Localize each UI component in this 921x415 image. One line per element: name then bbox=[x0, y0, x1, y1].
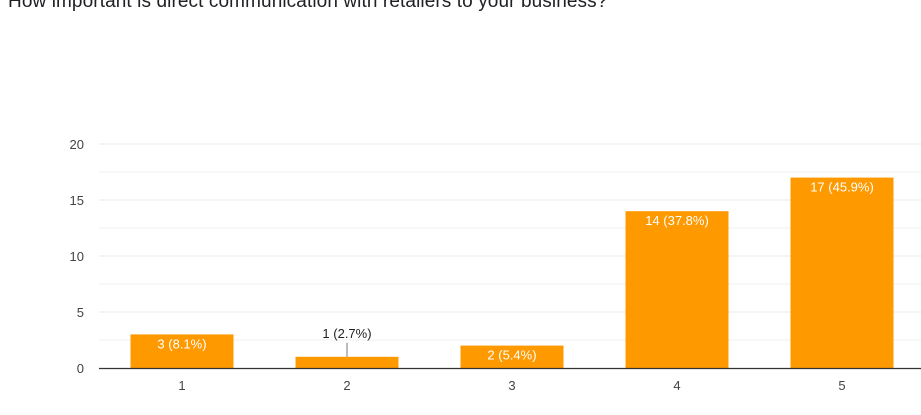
data-label: 17 (45.9%) bbox=[810, 180, 874, 195]
x-tick-label: 5 bbox=[838, 378, 845, 393]
y-tick-label: 20 bbox=[70, 137, 84, 152]
x-axis-ticks: 1 2 3 4 5 bbox=[178, 378, 845, 393]
bar bbox=[625, 211, 729, 368]
y-tick-label: 15 bbox=[70, 193, 84, 208]
x-tick-label: 1 bbox=[178, 378, 185, 393]
data-label: 3 (8.1%) bbox=[157, 336, 206, 351]
data-label: 2 (5.4%) bbox=[487, 348, 536, 363]
bar bbox=[130, 334, 234, 368]
data-labels: 3 (8.1%) 1 (2.7%) 2 (5.4%) 14 (37.8%) 17 (45… bbox=[157, 180, 873, 363]
y-tick-label: 10 bbox=[70, 249, 84, 264]
y-axis-ticks: 0 5 10 15 20 bbox=[70, 137, 84, 376]
y-tick-label: 0 bbox=[77, 361, 84, 376]
bar bbox=[460, 345, 564, 368]
bars bbox=[130, 177, 894, 368]
data-label: 1 (2.7%) bbox=[322, 326, 371, 341]
bar bbox=[295, 356, 399, 368]
x-tick-label: 2 bbox=[343, 378, 350, 393]
y-tick-label: 5 bbox=[77, 305, 84, 320]
data-label: 14 (37.8%) bbox=[645, 213, 709, 228]
bar bbox=[790, 177, 894, 368]
x-tick-label: 3 bbox=[508, 378, 515, 393]
question-title: How important is direct communication wi… bbox=[8, 0, 608, 12]
x-tick-label: 4 bbox=[673, 378, 680, 393]
grid-lines bbox=[99, 143, 921, 341]
